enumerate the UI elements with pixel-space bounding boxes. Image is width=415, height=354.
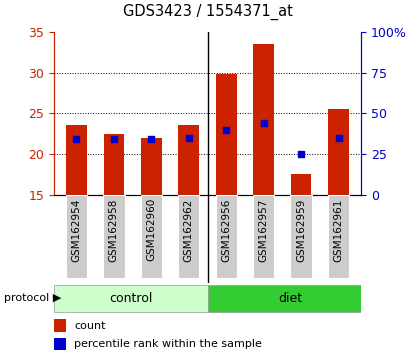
FancyBboxPatch shape (290, 195, 312, 278)
FancyBboxPatch shape (141, 195, 162, 278)
FancyBboxPatch shape (208, 285, 361, 312)
Text: GSM162959: GSM162959 (296, 198, 306, 262)
Point (223, 127, 229, 132)
FancyBboxPatch shape (103, 195, 124, 278)
Text: protocol ▶: protocol ▶ (4, 293, 61, 303)
FancyBboxPatch shape (253, 195, 274, 278)
Bar (54, 338, 66, 350)
Bar (141, 138, 161, 195)
Text: GSM162957: GSM162957 (259, 198, 269, 262)
Bar (54, 319, 66, 332)
Point (148, 137, 155, 142)
Point (335, 135, 342, 141)
FancyBboxPatch shape (215, 195, 237, 278)
Bar (66, 126, 87, 195)
Text: GSM162958: GSM162958 (109, 198, 119, 262)
Bar (178, 126, 199, 195)
Text: diet: diet (278, 292, 302, 305)
Bar (291, 175, 311, 195)
Bar (328, 109, 349, 195)
Text: percentile rank within the sample: percentile rank within the sample (74, 339, 262, 349)
FancyBboxPatch shape (178, 195, 200, 278)
Point (260, 120, 267, 126)
Text: GSM162956: GSM162956 (221, 198, 231, 262)
Bar (104, 133, 124, 195)
Text: count: count (74, 320, 105, 331)
Point (298, 151, 305, 157)
Bar (254, 44, 274, 195)
Text: GSM162954: GSM162954 (71, 198, 81, 262)
FancyBboxPatch shape (54, 285, 208, 312)
Text: control: control (109, 292, 152, 305)
Point (110, 137, 117, 142)
Point (73, 137, 80, 142)
Bar (216, 74, 237, 195)
Text: GSM162962: GSM162962 (184, 198, 194, 262)
Text: GSM162960: GSM162960 (146, 198, 156, 262)
FancyBboxPatch shape (66, 195, 87, 278)
FancyBboxPatch shape (328, 195, 349, 278)
Point (186, 135, 192, 141)
Text: GSM162961: GSM162961 (334, 198, 344, 262)
Text: GDS3423 / 1554371_at: GDS3423 / 1554371_at (122, 4, 293, 20)
